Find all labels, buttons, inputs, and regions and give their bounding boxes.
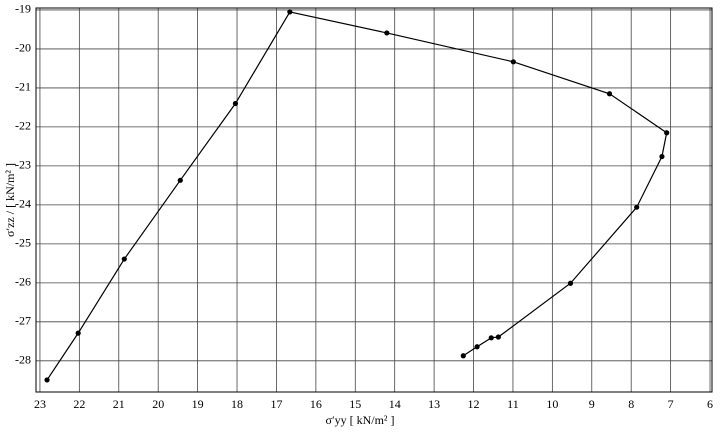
y-tick-label: -24	[15, 197, 31, 211]
data-point	[287, 9, 293, 15]
x-tick-label: 10	[546, 397, 558, 411]
data-point	[659, 153, 665, 160]
x-tick-label: 13	[428, 397, 440, 411]
x-tick-label: 20	[152, 397, 164, 411]
data-point	[474, 344, 480, 350]
x-tick-label: 12	[468, 397, 480, 411]
data-point	[460, 353, 466, 359]
data-point	[634, 204, 640, 210]
data-point	[232, 100, 239, 107]
data-line	[46, 11, 668, 381]
x-tick-label: 23	[34, 397, 46, 411]
plot-frame	[35, 7, 713, 393]
y-tick-label: -20	[15, 41, 31, 55]
x-tick-label: 7	[668, 397, 674, 411]
x-tick-label: 9	[589, 397, 595, 411]
x-tick-label: 21	[113, 397, 125, 411]
data-point	[177, 177, 183, 183]
x-tick-label: 17	[270, 397, 282, 411]
data-point	[510, 59, 516, 65]
x-axis-label: σ′yy [ kN/m² ]	[325, 413, 394, 427]
y-tick-label: -19	[15, 2, 31, 16]
data-point	[75, 330, 81, 336]
data-point	[567, 280, 574, 286]
y-tick-label: -28	[15, 353, 31, 367]
x-tick-label: 14	[389, 397, 401, 411]
x-tick-label: 22	[73, 397, 85, 411]
data-point	[44, 377, 50, 383]
data-point	[495, 334, 501, 340]
x-tick-label: 8	[628, 397, 634, 411]
y-axis-label: σ′zz / [ kN/m² ]	[3, 163, 17, 237]
x-tick-label: 6	[707, 397, 713, 411]
x-tick-label: 15	[349, 397, 361, 411]
y-tick-label: -22	[15, 119, 31, 133]
y-tick-label: -23	[15, 158, 31, 172]
x-tick-label: 18	[231, 397, 243, 411]
x-tick-label: 11	[507, 397, 519, 411]
data-point	[664, 130, 670, 136]
data-point	[488, 335, 494, 341]
y-tick-label: -25	[15, 236, 31, 250]
x-tick-label: 19	[192, 397, 204, 411]
data-point	[606, 91, 613, 97]
y-tick-label: -27	[15, 314, 31, 328]
data-point	[384, 30, 390, 36]
y-tick-label: -21	[15, 80, 31, 94]
x-tick-label: 16	[310, 397, 322, 411]
data-point	[121, 256, 127, 262]
y-tick-label: -26	[15, 275, 31, 289]
